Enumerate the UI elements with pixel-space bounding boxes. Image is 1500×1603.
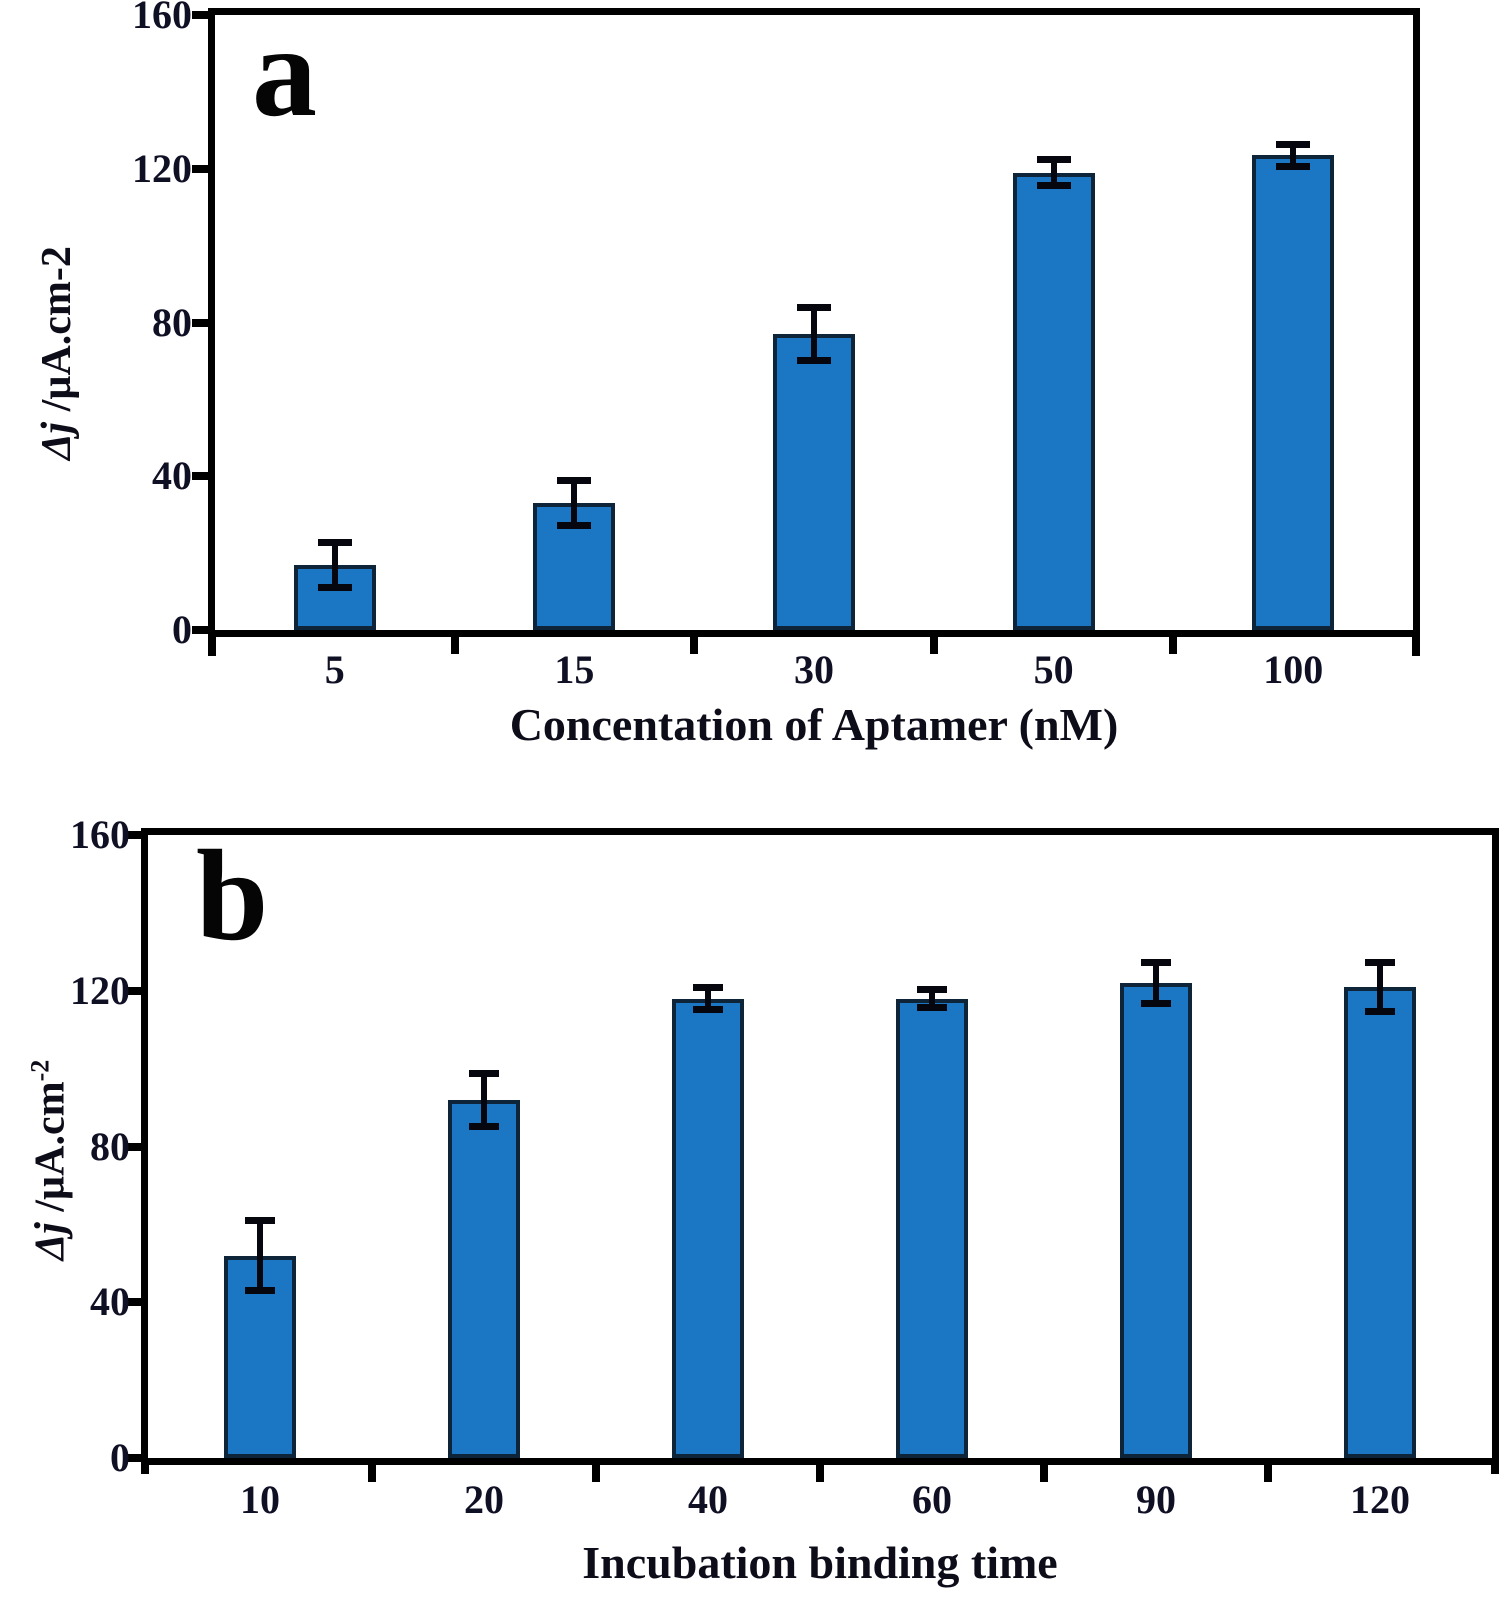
error-bar-stem (1377, 961, 1383, 1013)
bar (1252, 155, 1335, 630)
error-bar-stem (257, 1220, 263, 1291)
error-bar-cap-top (557, 477, 592, 485)
bar (672, 998, 744, 1458)
bar (1120, 982, 1192, 1458)
error-bar-cap-bottom (693, 1006, 723, 1014)
error-bar-cap-bottom (557, 522, 592, 530)
category-label: 15 (554, 647, 595, 692)
y-title-delta-j-b: Δj (27, 1222, 74, 1261)
axis-corner-stub-left (208, 630, 216, 656)
category-label: 20 (464, 1477, 504, 1522)
y-tick-mark (125, 1142, 141, 1151)
error-bar-cap-top (245, 1217, 275, 1225)
plot-area-b (141, 828, 1499, 1465)
y-tick-mark (125, 831, 141, 839)
y-tick-mark (192, 164, 208, 173)
error-bar-stem (811, 307, 817, 361)
y-tick-mark (125, 1298, 141, 1307)
y-tick-label: 40 (90, 1279, 130, 1325)
error-bar-stem (705, 986, 711, 1011)
x-tick-mark (816, 1458, 824, 1482)
bar (773, 334, 855, 630)
x-tick-mark (368, 1458, 376, 1482)
category-label: 60 (912, 1477, 952, 1522)
error-bar-cap-bottom (1276, 162, 1311, 170)
error-bar-cap-top (1365, 958, 1395, 966)
category-label: 120 (1350, 1477, 1410, 1522)
y-title-exponent-a: -2 (34, 246, 80, 282)
error-bar-cap-bottom (469, 1123, 499, 1131)
y-tick-mark (125, 1454, 141, 1462)
error-bar-stem (1050, 159, 1057, 187)
y-tick-mark (192, 11, 208, 19)
error-bar-cap-bottom (1365, 1008, 1395, 1016)
error-bar-cap-bottom (317, 583, 352, 591)
y-tick-mark (125, 986, 141, 995)
y-tick-mark (192, 472, 208, 481)
panel-letter-b: b (196, 824, 269, 968)
y-tick-label: 160 (70, 812, 130, 857)
error-bar-cap-top (1141, 958, 1171, 966)
axis-corner-stub-left (141, 1458, 149, 1474)
error-bar-cap-bottom (1141, 1000, 1171, 1008)
bar (1344, 986, 1416, 1458)
x-tick-mark (1169, 630, 1178, 654)
y-tick-mark (192, 626, 208, 634)
category-label: 50 (1033, 647, 1074, 692)
y-tick-label: 120 (70, 967, 130, 1013)
category-label: 100 (1263, 647, 1324, 692)
error-bar-stem (571, 480, 578, 527)
y-tick-label: 0 (110, 1435, 130, 1480)
x-tick-mark (1264, 1458, 1272, 1482)
y-tick-label: 80 (152, 299, 192, 345)
error-bar-cap-top (797, 304, 831, 312)
error-bar-cap-top (1036, 156, 1071, 164)
plot-area-a (208, 8, 1420, 637)
error-bar-stem (331, 541, 338, 588)
bar (448, 1099, 520, 1458)
y-tick-label: 160 (132, 0, 192, 37)
y-tick-mark (192, 318, 208, 327)
error-bar-cap-top (917, 985, 947, 993)
y-axis-title-a: Δj /µA.cm-2 (33, 246, 81, 460)
axis-corner-stub-right (1412, 630, 1420, 656)
error-bar-stem (1290, 143, 1297, 167)
x-axis-title-a: Concentation of Aptamer (nM) (509, 699, 1119, 750)
error-bar-stem (929, 988, 935, 1009)
category-label: 30 (794, 647, 834, 692)
axis-corner-stub-right (1491, 1458, 1499, 1474)
panel-letter-a: a (252, 0, 317, 144)
y-tick-label: 120 (132, 145, 192, 191)
x-tick-mark (592, 1458, 600, 1482)
bar (1012, 172, 1095, 630)
error-bar-cap-bottom (1036, 182, 1071, 190)
x-tick-mark (690, 630, 699, 654)
error-bar-cap-bottom (797, 356, 831, 364)
error-bar-cap-top (469, 1069, 499, 1077)
bar (896, 998, 968, 1458)
error-bar-cap-bottom (245, 1286, 275, 1294)
y-tick-label: 40 (152, 453, 192, 499)
error-bar-stem (481, 1072, 487, 1128)
category-label: 10 (240, 1477, 280, 1522)
y-tick-label: 0 (172, 607, 192, 652)
category-label: 5 (324, 647, 345, 692)
y-tick-label: 80 (90, 1123, 130, 1169)
error-bar-stem (1153, 961, 1159, 1005)
x-tick-mark (1040, 1458, 1048, 1482)
category-label: 90 (1136, 1477, 1176, 1522)
error-bar-cap-top (317, 538, 352, 546)
error-bar-cap-top (1276, 140, 1311, 148)
x-axis-title-b: Incubation binding time (582, 1537, 1058, 1588)
x-tick-mark (929, 630, 938, 654)
error-bar-cap-bottom (917, 1004, 947, 1012)
y-title-exponent-b: -2 (25, 1059, 55, 1082)
category-label: 40 (688, 1477, 728, 1522)
x-tick-mark (450, 630, 459, 654)
bar (293, 564, 376, 630)
error-bar-cap-top (693, 983, 723, 991)
